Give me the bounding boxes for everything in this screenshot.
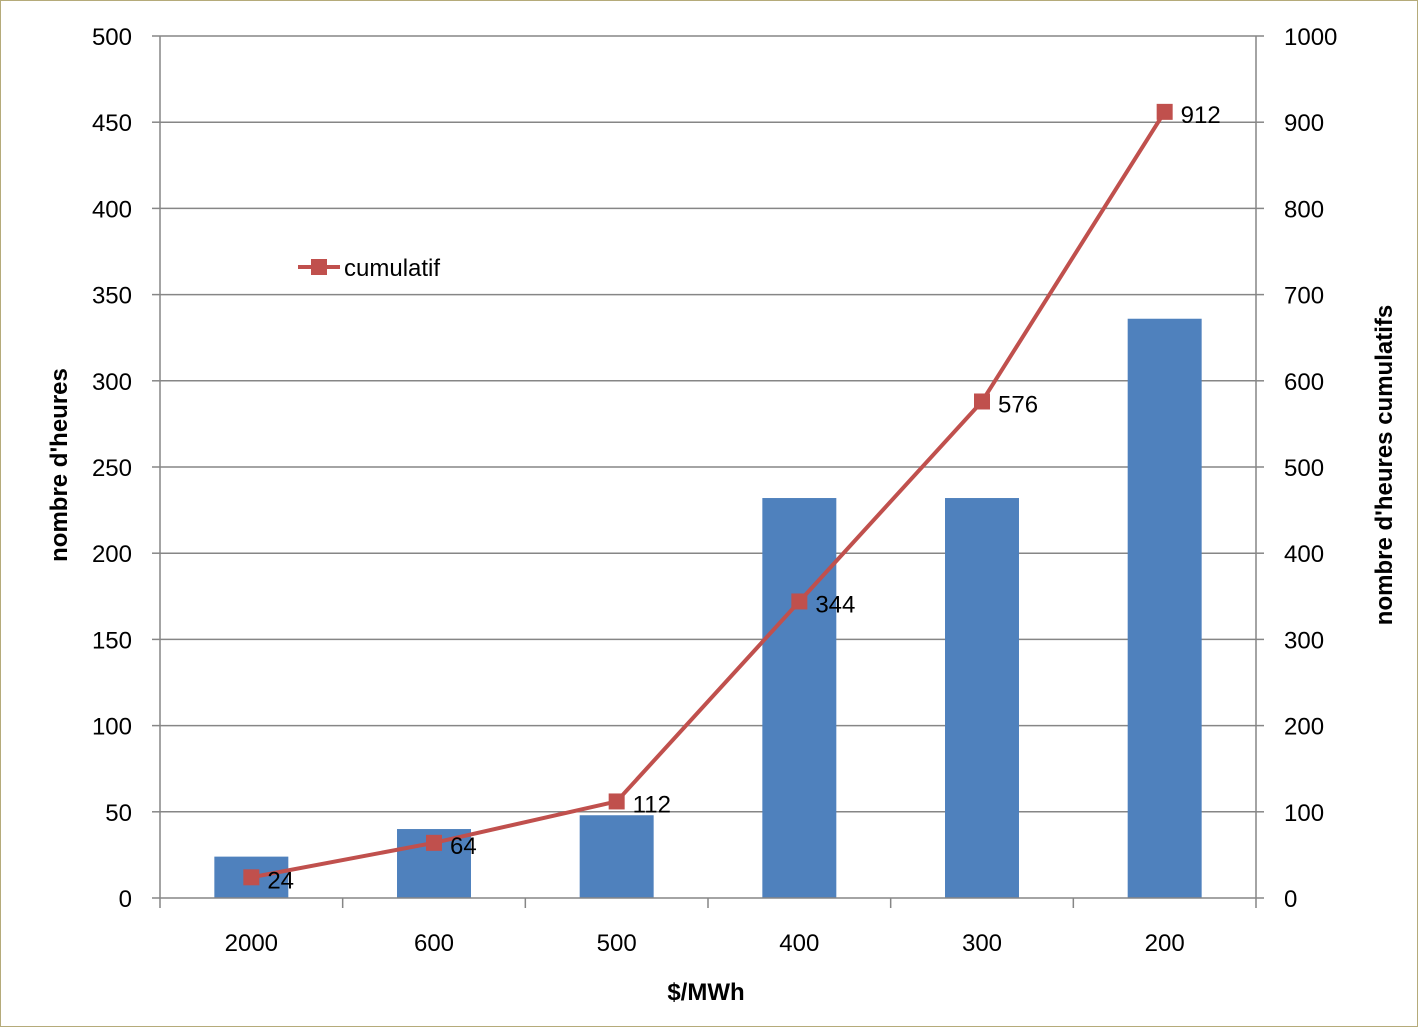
legend-marker-swatch	[311, 259, 327, 275]
line-point	[426, 834, 442, 851]
data-label: 576	[998, 391, 1038, 418]
y-tick-label-left: 300	[92, 369, 132, 396]
y-tick-label-right: 0	[1284, 886, 1297, 913]
line-point	[608, 793, 625, 810]
y-tick-label-right: 100	[1284, 800, 1324, 827]
y-tick-label-left: 350	[92, 283, 132, 310]
data-labels: 24 64 112 344 576 912	[267, 102, 1220, 894]
x-tick-label: 500	[597, 930, 637, 957]
y-tick-label-right: 1000	[1284, 24, 1337, 51]
bar	[945, 498, 1019, 898]
y-tick-label-left: 250	[92, 455, 132, 482]
x-tick-label: 200	[1145, 930, 1185, 957]
data-label: 344	[815, 591, 855, 618]
gridlines	[160, 35, 1256, 813]
y-tick-label-right: 300	[1284, 627, 1324, 654]
axes	[152, 35, 1264, 908]
x-tick-label: 2000	[225, 930, 278, 957]
y-tick-label-left: 450	[92, 110, 132, 137]
bar-series	[214, 318, 1202, 899]
x-tick-label: 600	[414, 930, 454, 957]
y-tick-label-left: 50	[105, 800, 132, 827]
y-tick-label-right: 900	[1284, 110, 1324, 137]
line-point	[974, 393, 990, 410]
data-label: 64	[450, 833, 477, 860]
y-tick-label-right: 500	[1284, 455, 1324, 482]
x-axis-title: $/MWh	[667, 979, 744, 1006]
line-series	[243, 103, 1173, 886]
x-tick-label: 300	[962, 930, 1002, 957]
y-tick-label-left: 500	[92, 24, 132, 51]
y-tick-label-left: 100	[92, 714, 132, 741]
line-point	[791, 593, 808, 610]
line-point	[243, 869, 260, 886]
y-axis-title-right: nombre d'heures cumulatifs	[1371, 305, 1398, 625]
line-point	[1156, 103, 1173, 120]
bar	[579, 815, 654, 898]
y-tick-label-right: 600	[1284, 369, 1324, 396]
y-axis-title-left: nombre d'heures	[46, 368, 73, 562]
x-tick-label: 400	[779, 930, 819, 957]
y-tick-label-left: 200	[92, 541, 132, 568]
line-path-cumulatif	[250, 110, 1167, 880]
data-label: 912	[1181, 102, 1221, 129]
y-tick-label-left: 0	[119, 886, 132, 913]
y-tick-label-left: 400	[92, 196, 132, 223]
bar	[1127, 318, 1202, 899]
legend: cumulatif	[298, 255, 440, 282]
bar	[762, 498, 837, 898]
y-tick-label-right: 400	[1284, 541, 1324, 568]
tick-labels: 0 50 100 150 200 250 300 350 400 450 500 0 100 200 300…	[92, 24, 1337, 957]
data-label: 24	[267, 867, 294, 894]
y-tick-label-right: 800	[1284, 196, 1324, 223]
y-tick-label-right: 200	[1284, 714, 1324, 741]
y-tick-label-right: 700	[1284, 283, 1324, 310]
data-label: 112	[633, 791, 671, 818]
y-tick-label-left: 150	[92, 627, 132, 654]
legend-label-cumulatif: cumulatif	[344, 255, 440, 282]
